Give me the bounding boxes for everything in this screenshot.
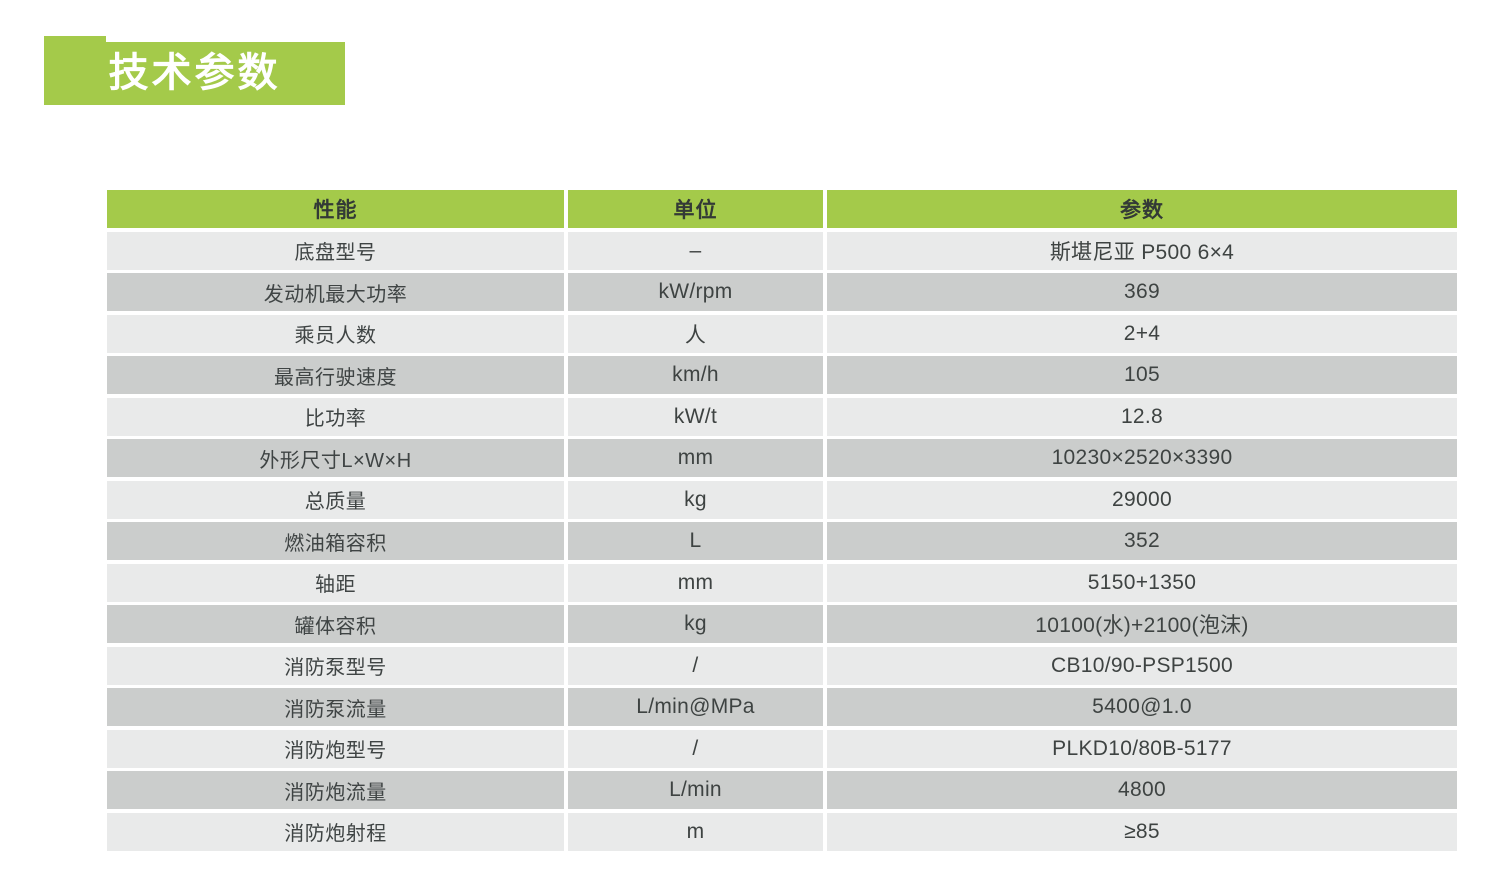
table-row: 外形尺寸L×W×H mm 10230×2520×3390 — [107, 439, 1457, 477]
table-row: 罐体容积 kg 10100(水)+2100(泡沫) — [107, 605, 1457, 643]
table-row: 底盘型号 – 斯堪尼亚 P500 6×4 — [107, 231, 1457, 270]
row-unit-value: mm — [568, 439, 823, 477]
row-parameter-value: 4800 — [827, 771, 1457, 809]
table-row: 轴距 mm 5150+1350 — [107, 563, 1457, 602]
row-unit-value: km/h — [568, 356, 823, 394]
table-row: 发动机最大功率 kW/rpm 369 — [107, 273, 1457, 311]
row-performance-label: 消防炮射程 — [107, 812, 564, 851]
table-row: 最高行驶速度 km/h 105 — [107, 356, 1457, 394]
table-row: 乘员人数 人 2+4 — [107, 314, 1457, 353]
row-performance-label: 外形尺寸L×W×H — [107, 439, 564, 477]
row-performance-label: 消防炮型号 — [107, 729, 564, 768]
row-unit-value: L/min@MPa — [568, 688, 823, 726]
row-parameter-value: 352 — [827, 522, 1457, 560]
row-parameter-value: 105 — [827, 356, 1457, 394]
row-unit-value: kg — [568, 480, 823, 519]
row-unit-value: L — [568, 522, 823, 560]
row-performance-label: 比功率 — [107, 397, 564, 436]
row-unit-value: / — [568, 646, 823, 685]
row-performance-label: 消防泵型号 — [107, 646, 564, 685]
row-unit-value: 人 — [568, 314, 823, 353]
row-parameter-value: 10100(水)+2100(泡沫) — [827, 605, 1457, 643]
row-unit-value: m — [568, 812, 823, 851]
row-performance-label: 罐体容积 — [107, 605, 564, 643]
table-row: 总质量 kg 29000 — [107, 480, 1457, 519]
table-row: 燃油箱容积 L 352 — [107, 522, 1457, 560]
row-parameter-value: 斯堪尼亚 P500 6×4 — [827, 231, 1457, 270]
row-performance-label: 轴距 — [107, 563, 564, 602]
row-parameter-value: 29000 — [827, 480, 1457, 519]
row-parameter-value: ≥85 — [827, 812, 1457, 851]
row-unit-value: kW/t — [568, 397, 823, 436]
row-parameter-value: 2+4 — [827, 314, 1457, 353]
table-row: 比功率 kW/t 12.8 — [107, 397, 1457, 436]
row-unit-value: / — [568, 729, 823, 768]
row-parameter-value: 5150+1350 — [827, 563, 1457, 602]
row-parameter-value: CB10/90-PSP1500 — [827, 646, 1457, 685]
row-parameter-value: PLKD10/80B-5177 — [827, 729, 1457, 768]
table-row: 消防炮射程 m ≥85 — [107, 812, 1457, 851]
column-header-parameter: 参数 — [827, 190, 1457, 228]
table-row: 消防炮流量 L/min 4800 — [107, 771, 1457, 809]
row-parameter-value: 10230×2520×3390 — [827, 439, 1457, 477]
row-unit-value: L/min — [568, 771, 823, 809]
row-performance-label: 发动机最大功率 — [107, 273, 564, 311]
row-performance-label: 燃油箱容积 — [107, 522, 564, 560]
spec-table: 性能 单位 参数 底盘型号 – 斯堪尼亚 P500 6×4 发动机最大功率 kW… — [107, 190, 1457, 851]
row-parameter-value: 5400@1.0 — [827, 688, 1457, 726]
page-title: 技术参数 — [108, 50, 281, 95]
row-performance-label: 底盘型号 — [107, 231, 564, 270]
column-header-performance: 性能 — [107, 190, 564, 228]
row-parameter-value: 369 — [827, 273, 1457, 311]
row-unit-value: mm — [568, 563, 823, 602]
title-banner-tab — [44, 36, 106, 46]
row-parameter-value: 12.8 — [827, 397, 1457, 436]
row-performance-label: 最高行驶速度 — [107, 356, 564, 394]
column-header-unit: 单位 — [568, 190, 823, 228]
table-row: 消防泵型号 / CB10/90-PSP1500 — [107, 646, 1457, 685]
row-unit-value: kW/rpm — [568, 273, 823, 311]
row-performance-label: 消防泵流量 — [107, 688, 564, 726]
row-unit-value: – — [568, 231, 823, 270]
section-title-banner: 技术参数 — [44, 42, 345, 105]
row-performance-label: 乘员人数 — [107, 314, 564, 353]
row-performance-label: 总质量 — [107, 480, 564, 519]
table-header-row: 性能 单位 参数 — [107, 190, 1457, 228]
row-performance-label: 消防炮流量 — [107, 771, 564, 809]
table-row: 消防泵流量 L/min@MPa 5400@1.0 — [107, 688, 1457, 726]
table-row: 消防炮型号 / PLKD10/80B-5177 — [107, 729, 1457, 768]
row-unit-value: kg — [568, 605, 823, 643]
